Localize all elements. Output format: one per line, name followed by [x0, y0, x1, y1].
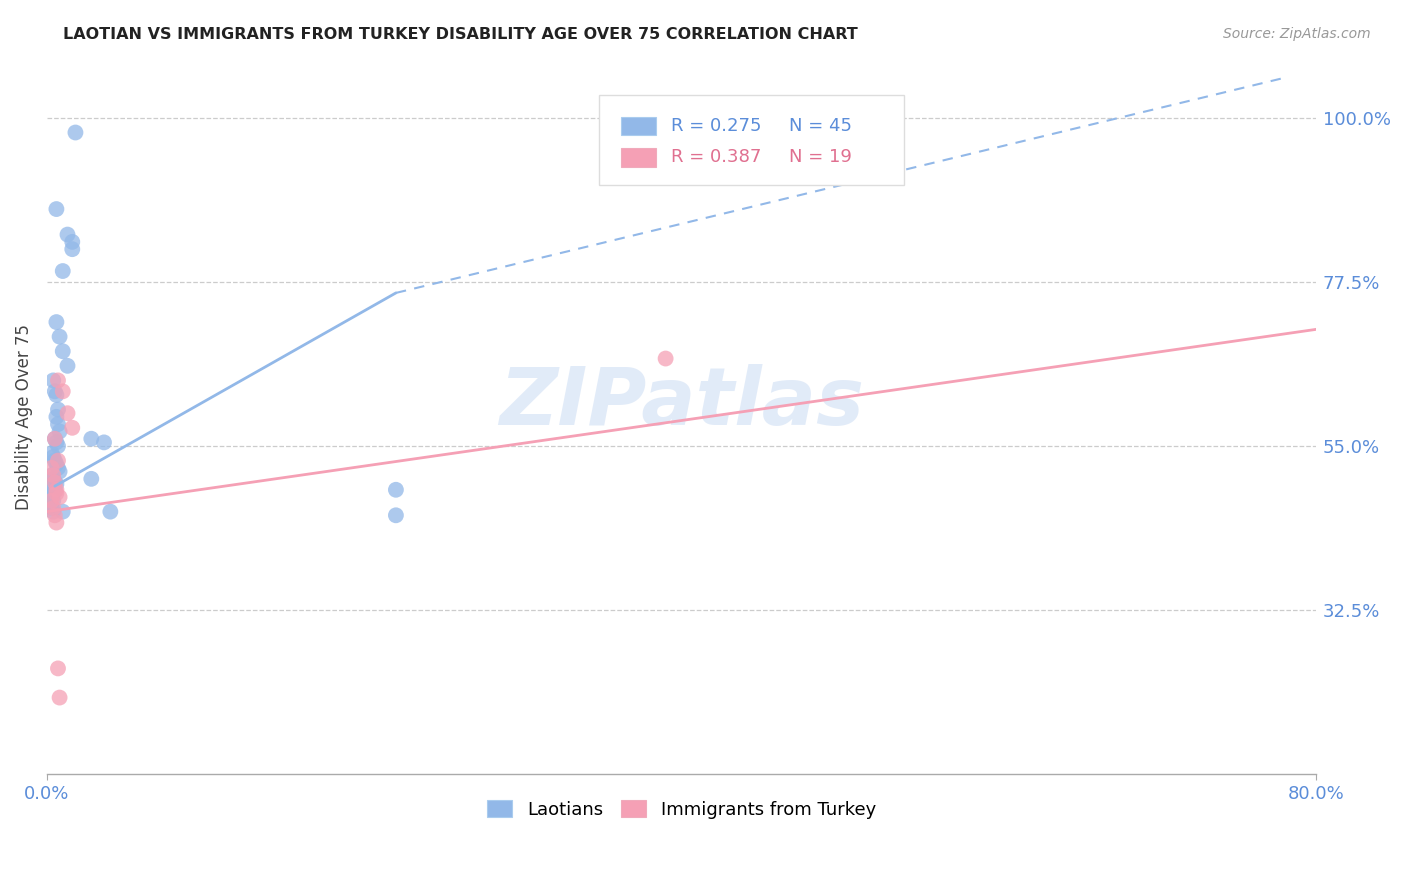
Point	[385, 508, 408, 523]
Legend: Laotians, Immigrants from Turkey: Laotians, Immigrants from Turkey	[479, 793, 883, 826]
Point	[48, 425, 70, 439]
Point	[45, 483, 67, 497]
Text: N = 45: N = 45	[789, 117, 852, 135]
Point	[46, 453, 69, 467]
Point	[60, 235, 83, 249]
Text: LAOTIAN VS IMMIGRANTS FROM TURKEY DISABILITY AGE OVER 75 CORRELATION CHART: LAOTIAN VS IMMIGRANTS FROM TURKEY DISABI…	[63, 27, 858, 42]
Point	[41, 446, 63, 460]
Point	[52, 505, 75, 519]
Point	[41, 493, 63, 508]
Point	[42, 501, 65, 516]
Point	[44, 508, 66, 523]
Text: N = 19: N = 19	[789, 148, 852, 167]
Point	[385, 483, 408, 497]
Point	[42, 505, 65, 519]
Point	[41, 490, 63, 504]
Point	[44, 432, 66, 446]
Point	[45, 409, 67, 424]
Point	[52, 264, 75, 278]
Point	[42, 493, 65, 508]
Point	[44, 384, 66, 399]
Text: Source: ZipAtlas.com: Source: ZipAtlas.com	[1223, 27, 1371, 41]
Point	[80, 472, 103, 486]
Point	[45, 457, 67, 471]
Point	[41, 461, 63, 475]
Point	[56, 227, 79, 242]
Point	[93, 435, 115, 450]
Point	[654, 351, 676, 366]
Point	[46, 439, 69, 453]
Point	[46, 661, 69, 675]
Point	[45, 435, 67, 450]
Point	[46, 461, 69, 475]
Point	[65, 126, 87, 140]
Point	[80, 432, 103, 446]
Point	[44, 432, 66, 446]
Point	[45, 486, 67, 500]
Point	[60, 421, 83, 435]
Point	[60, 242, 83, 256]
FancyBboxPatch shape	[599, 95, 904, 185]
Point	[41, 479, 63, 493]
Point	[45, 516, 67, 530]
Point	[39, 497, 62, 511]
Point	[45, 388, 67, 402]
Bar	[620, 117, 657, 136]
Point	[45, 202, 67, 216]
Point	[42, 373, 65, 387]
Point	[48, 465, 70, 479]
Point	[41, 468, 63, 483]
Point	[46, 402, 69, 417]
Text: ZIPatlas: ZIPatlas	[499, 364, 863, 442]
Point	[44, 484, 66, 499]
Point	[44, 475, 66, 490]
Point	[42, 450, 65, 464]
Point	[98, 505, 121, 519]
Y-axis label: Disability Age Over 75: Disability Age Over 75	[15, 324, 32, 510]
Point	[56, 406, 79, 420]
Point	[42, 468, 65, 483]
Point	[44, 453, 66, 467]
Point	[48, 690, 70, 705]
Text: R = 0.387: R = 0.387	[671, 148, 762, 167]
Point	[45, 315, 67, 329]
Point	[48, 490, 70, 504]
Point	[52, 344, 75, 359]
Point	[56, 359, 79, 373]
Text: R = 0.275: R = 0.275	[671, 117, 762, 135]
Bar	[620, 148, 657, 167]
Point	[44, 475, 66, 490]
Point	[48, 329, 70, 343]
Point	[46, 373, 69, 387]
Point	[42, 483, 65, 497]
Point	[42, 472, 65, 486]
Point	[52, 384, 75, 399]
Point	[41, 501, 63, 516]
Point	[46, 417, 69, 432]
Point	[45, 477, 67, 491]
